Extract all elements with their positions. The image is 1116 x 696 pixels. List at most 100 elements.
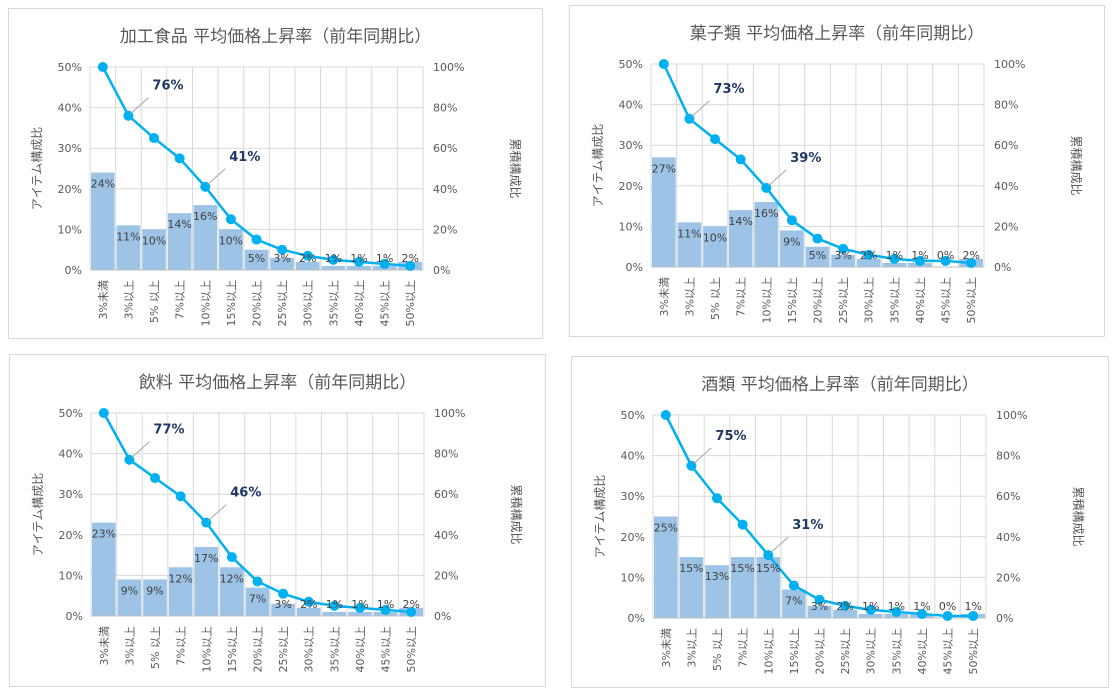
bar	[831, 254, 855, 267]
cumulative-annotation: 73%	[713, 82, 744, 97]
cumulative-annotation: 75%	[715, 429, 746, 444]
right-axis-title: 累積構成比	[1071, 486, 1086, 546]
bar	[194, 546, 219, 616]
right-axis-title: 累積構成比	[508, 138, 523, 198]
bar-data-label: 3%	[273, 252, 290, 265]
category-label: 5% 以上	[148, 280, 161, 323]
bar	[295, 261, 320, 270]
category-label: 15%以上	[788, 628, 801, 674]
bar	[220, 567, 244, 616]
bar-data-label: 13%	[705, 570, 729, 583]
right-axis-tick-label: 60%	[433, 142, 457, 155]
bar	[167, 213, 192, 270]
left-axis-tick-label: 50%	[59, 407, 83, 420]
cumulative-point	[278, 588, 289, 599]
right-axis-tick-label: 60%	[996, 490, 1020, 503]
cumulative-point	[712, 493, 723, 504]
bar	[245, 587, 270, 616]
bar	[143, 579, 167, 616]
bar-data-label: 0%	[937, 249, 954, 262]
category-label: 20%以上	[251, 280, 264, 326]
category-label: 50%以上	[967, 628, 980, 674]
left-axis-tick-label: 20%	[58, 183, 82, 196]
category-label: 35%以上	[327, 280, 340, 326]
right-axis-tick-label: 100%	[994, 58, 1025, 71]
bar-data-label: 12%	[168, 572, 192, 585]
bar-data-label: 5%	[248, 252, 265, 265]
left-axis-tick-label: 20%	[621, 531, 645, 544]
cumulative-point	[786, 215, 797, 226]
category-label: 45%以上	[942, 628, 955, 674]
cumulative-point	[942, 610, 953, 621]
left-axis-tick-label: 10%	[58, 223, 82, 236]
right-axis-tick-label: 20%	[994, 220, 1018, 233]
category-label: 10%以上	[199, 280, 212, 326]
right-axis-tick-label: 80%	[996, 450, 1020, 463]
right-axis-tick-label: 80%	[994, 99, 1018, 112]
category-label: 7%以上	[174, 280, 187, 319]
left-axis-tick-label: 20%	[619, 180, 643, 193]
left-axis-tick-label: 0%	[626, 261, 643, 274]
cumulative-annotation: 41%	[229, 150, 260, 165]
cumulative-point	[968, 610, 979, 621]
cumulative-point	[814, 594, 825, 605]
category-label: 10%以上	[762, 628, 775, 674]
left-axis-tick-label: 10%	[59, 569, 83, 582]
cumulative-point	[226, 552, 237, 563]
bar	[116, 225, 141, 270]
bar	[347, 265, 371, 270]
bar-data-label: 9%	[146, 584, 163, 597]
bar-data-label: 2%	[962, 249, 979, 262]
bar-data-label: 10%	[703, 231, 727, 244]
cumulative-point	[940, 255, 951, 266]
cumulative-annotation: 76%	[152, 79, 183, 94]
bar-data-label: 2%	[402, 598, 419, 611]
right-axis-tick-label: 0%	[433, 264, 450, 277]
chart-title: 加工食品 平均価格上昇率（前年同期比）	[120, 27, 431, 47]
category-label: 3%以上	[122, 280, 135, 319]
cumulative-point	[252, 576, 263, 587]
bar	[117, 579, 142, 616]
bar-data-label: 9%	[783, 235, 800, 248]
bar-data-label: 2%	[299, 252, 316, 265]
right-axis-tick-label: 0%	[996, 612, 1013, 625]
cumulative-point	[838, 243, 849, 254]
cumulative-point	[916, 608, 927, 619]
annotation-leader-line	[207, 504, 227, 521]
right-axis-title: 累積構成比	[509, 484, 524, 544]
bar	[677, 222, 702, 267]
bar	[244, 249, 269, 270]
bar	[705, 565, 729, 618]
bar-data-label: 1%	[911, 249, 928, 262]
bar-data-label: 1%	[862, 600, 879, 613]
right-axis-tick-label: 60%	[434, 488, 458, 501]
right-axis-tick-label: 80%	[434, 448, 458, 461]
bar-data-label: 7%	[785, 595, 802, 608]
bar-data-label: 3%	[274, 598, 291, 611]
category-label: 40%以上	[353, 280, 366, 326]
right-axis-tick-label: 40%	[433, 183, 457, 196]
category-label: 25%以上	[276, 280, 289, 326]
bar-data-label: 2%	[860, 249, 877, 262]
category-label: 7%以上	[175, 626, 188, 665]
annotation-leader-line	[769, 536, 789, 554]
left-axis-tick-label: 30%	[621, 490, 645, 503]
bar	[219, 229, 243, 270]
cumulative-point	[354, 602, 365, 613]
left-axis-tick-label: 40%	[58, 102, 82, 115]
category-label: 50%以上	[965, 277, 978, 323]
chart-panel-alcohol: 酒類 平均価格上昇率（前年同期比） 0% 0% 10% 20% 20% 40% 30% 60% 4…	[571, 356, 1109, 688]
bar-data-label: 16%	[754, 207, 778, 220]
bar	[833, 609, 857, 618]
bar-data-label: 1%	[886, 249, 903, 262]
category-label: 15%以上	[786, 277, 799, 323]
bar-data-label: 0%	[939, 600, 956, 613]
cumulative-point	[303, 596, 314, 607]
right-axis-tick-label: 20%	[996, 571, 1020, 584]
cumulative-point	[406, 606, 417, 617]
bar-data-label: 3%	[811, 600, 828, 613]
category-label: 25%以上	[839, 628, 852, 674]
category-label: 40%以上	[354, 626, 367, 672]
cumulative-point	[353, 256, 364, 267]
cumulative-point	[97, 62, 108, 72]
